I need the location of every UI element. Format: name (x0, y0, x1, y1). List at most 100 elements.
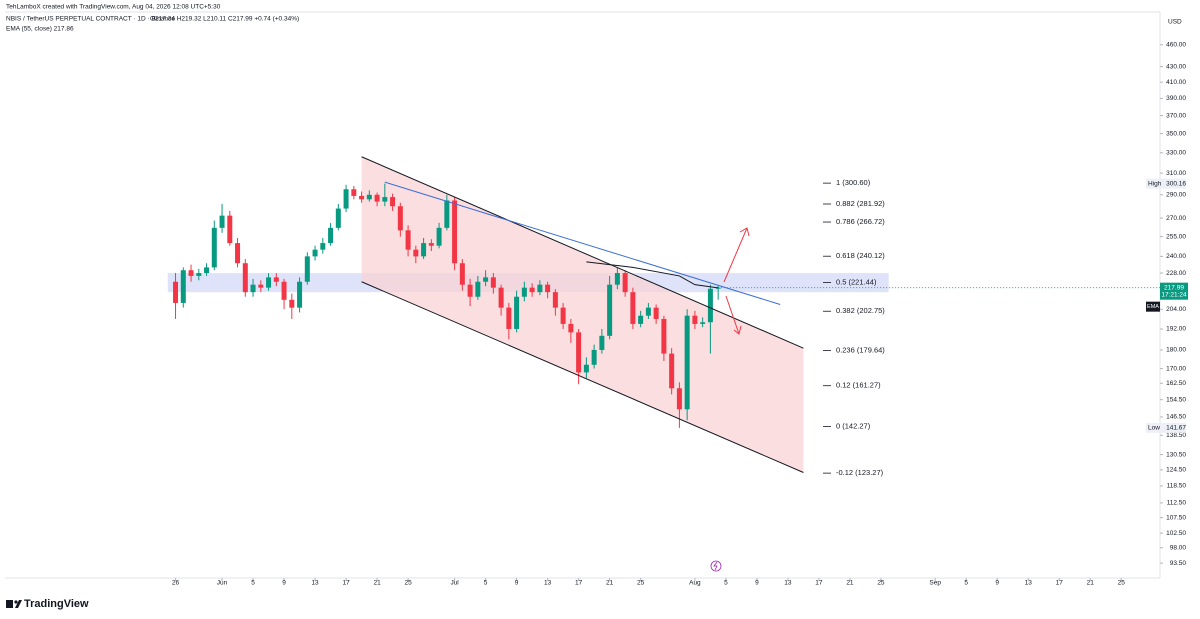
candle-body (297, 281, 303, 308)
fib-label: 0.236 (179.64) (836, 346, 885, 355)
x-tick-label: 21 (373, 580, 381, 587)
x-tick-label: 26 (172, 580, 180, 587)
y-tick-label: 138.50 (1166, 432, 1186, 439)
fib-label: 0.882 (281.92) (836, 199, 885, 208)
x-tick-label: Jun (217, 580, 228, 587)
y-tick-label: 107.50 (1166, 514, 1186, 521)
candle-body (180, 270, 186, 303)
candle-body (281, 281, 287, 300)
candle-body (273, 277, 279, 282)
scenario-arrows (723, 227, 750, 335)
candle-body (335, 208, 341, 228)
y-tick-label: 93.50 (1170, 560, 1187, 567)
y-tick-label: 228.00 (1166, 270, 1186, 277)
x-tick-label: Aug (689, 580, 701, 587)
candle-body (289, 299, 295, 308)
x-tick-label: 21 (846, 580, 854, 587)
x-tick-label: 25 (637, 580, 645, 587)
arrow-up (723, 227, 748, 283)
candle-body (475, 281, 481, 297)
arrow-down (725, 295, 740, 335)
y-tick-label: 390.00 (1166, 95, 1186, 102)
candle-body (374, 194, 380, 202)
candle-body (560, 307, 566, 324)
candle-body (700, 322, 706, 324)
candle-body (715, 287, 721, 289)
candle-body (645, 307, 651, 316)
y-tick-label: 130.50 (1166, 451, 1186, 458)
candle-body (204, 267, 210, 274)
y-tick-label: 370.00 (1166, 112, 1186, 119)
candle-body (583, 364, 589, 373)
arrow-up-head (739, 227, 750, 237)
fib-label: 0.5 (221.44) (836, 278, 877, 287)
candle-body (242, 263, 248, 293)
y-tick-label: 255.00 (1166, 233, 1186, 240)
candle-body (614, 273, 620, 285)
logo-slash (15, 600, 22, 608)
candle-body (258, 284, 264, 288)
candle-body (514, 296, 520, 329)
y-tick-label: 154.50 (1166, 396, 1186, 403)
x-tick-label: 21 (1087, 580, 1095, 587)
trend-line (384, 181, 781, 305)
candle-body (219, 215, 225, 228)
candle-body (545, 284, 551, 293)
fib-label: 0.382 (202.75) (836, 306, 885, 315)
y-tick-label: 118.50 (1167, 483, 1187, 490)
overlay-layer (361, 156, 1160, 473)
y-tick-label: 102.50 (1166, 530, 1186, 537)
fib-label: -0.12 (123.27) (836, 468, 884, 477)
candle-body (483, 277, 489, 282)
candle-body (591, 349, 597, 365)
candle-body (359, 195, 365, 200)
candle-body (328, 227, 334, 244)
last-price-value: 217.99 (1164, 284, 1184, 291)
high-tag-bg (1146, 178, 1186, 189)
y-tick-label: 112.50 (1167, 500, 1187, 507)
channel-fill (361, 156, 804, 473)
x-tick-label: 17 (815, 580, 823, 587)
last-price-countdown: 17:21:24 (1161, 291, 1187, 298)
x-tick-label: 9 (995, 580, 999, 587)
candle-body (661, 318, 667, 354)
candle-body (211, 227, 217, 268)
candle-body (607, 284, 613, 336)
candle-body (428, 243, 434, 246)
channel-upper (361, 156, 804, 349)
x-tick-label: 17 (1056, 580, 1064, 587)
x-tick-label: 5 (964, 580, 968, 587)
x-tick-label: 17 (342, 580, 350, 587)
candle-body (405, 230, 411, 250)
y-tick-label: 350.00 (1166, 130, 1186, 137)
candle-body (506, 307, 512, 329)
candle-body (529, 287, 535, 293)
candle-body (576, 332, 582, 373)
x-tick-label: 17 (575, 580, 583, 587)
candle-body (669, 353, 675, 389)
candle-body (490, 277, 496, 288)
candle-body (343, 189, 349, 209)
event-icon-bolt (713, 561, 718, 571)
candle-body (684, 315, 690, 410)
brand-logo (6, 600, 22, 608)
fib-label: 1 (300.60) (836, 178, 871, 187)
y-tick-label: 170.00 (1166, 365, 1186, 372)
low-tag-label: Low (1148, 425, 1160, 432)
x-tick-label: Jul (450, 580, 459, 587)
high-tag-value: 300.16 (1166, 180, 1186, 187)
x-tick-label: 9 (282, 580, 286, 587)
candle-body (630, 292, 636, 324)
candle-body (421, 243, 427, 257)
candle-body (568, 323, 574, 333)
ema-tag: EMA (1147, 304, 1159, 310)
symbol-info: NBIS / TetherUS PERPETUAL CONTRACT · 1D … (6, 16, 175, 23)
y-tick-label: 460.00 (1166, 41, 1186, 48)
low-tag-bg (1146, 422, 1186, 433)
currency: USD (1168, 19, 1182, 26)
low-tag-value: 141.67 (1166, 425, 1186, 432)
candle-body (413, 249, 419, 257)
candle-body (537, 284, 543, 293)
x-tick-label: 13 (784, 580, 792, 587)
